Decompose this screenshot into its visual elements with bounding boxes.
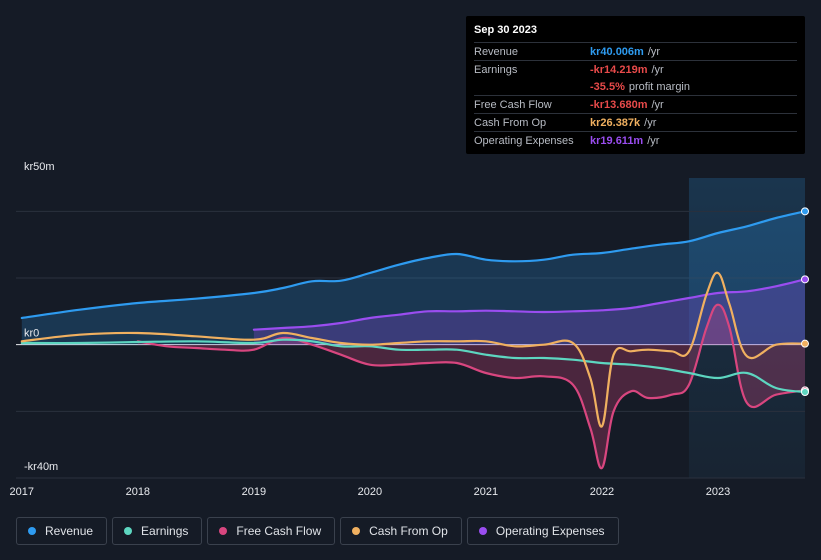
x-tick-label: 2019	[242, 486, 266, 498]
legend-dot-icon	[28, 527, 36, 535]
x-tick-label: 2017	[10, 486, 34, 498]
tooltip-row-unit: profit margin	[628, 80, 690, 93]
x-tick-label: 2022	[590, 486, 614, 498]
tooltip-row-label: Revenue	[474, 45, 519, 58]
series-areas	[21, 211, 806, 469]
series-lines	[20, 210, 807, 470]
tooltip-row-value: kr40.006m	[590, 45, 644, 58]
legend-dot-icon	[352, 527, 361, 535]
tooltip-row: Revenue kr40.006m/yr	[474, 42, 797, 60]
tooltip-row-value: -35.5%	[590, 80, 625, 93]
x-tick-label: 2020	[358, 486, 382, 498]
x-tick-label: 2021	[474, 486, 498, 498]
tooltip-row: Free Cash Flow -kr13.680m/yr	[474, 95, 797, 113]
tooltip-row-unit: /yr	[651, 98, 664, 111]
tooltip-row-unit: /yr	[644, 116, 657, 129]
x-tick-label: 2018	[126, 486, 150, 498]
tooltip-row-unit: /yr	[647, 45, 661, 58]
y-tick-label: kr50m	[24, 161, 55, 173]
legend-label: Revenue	[45, 524, 94, 538]
free-cash-flow-area	[137, 304, 806, 469]
tooltip-date: Sep 30 2023	[474, 24, 537, 36]
tooltip-row: Earnings -kr14.219m/yr	[474, 60, 797, 78]
tooltip-row-value: -kr14.219m	[590, 63, 648, 76]
legend-item-free-cash-flow[interactable]: Free Cash Flow	[207, 517, 336, 545]
revenue-area	[21, 211, 806, 345]
legend-item-earnings[interactable]: Earnings	[112, 517, 203, 545]
y-tick-label: -kr40m	[24, 461, 58, 473]
tooltip-row-label: Operating Expenses	[474, 134, 574, 147]
legend-label: Operating Expenses	[495, 524, 605, 538]
legend-label: Earnings	[141, 524, 189, 538]
tooltip-row: Cash From Op kr26.387k/yr	[474, 113, 797, 131]
tooltip-row: Operating Expenses kr19.611m/yr	[474, 131, 797, 149]
legend-dot-icon	[219, 527, 228, 535]
legend-item-cash-from-op[interactable]: Cash From Op	[340, 517, 462, 545]
y-axis: kr50m kr0 -kr40m	[24, 161, 58, 473]
tooltip-row-label: Free Cash Flow	[474, 98, 552, 111]
tooltip-row-value: kr26.387k	[590, 116, 641, 129]
cash-from-op-endpoint	[801, 339, 809, 348]
earnings-endpoint	[801, 388, 809, 396]
earnings-line	[20, 338, 807, 394]
legend-dot-icon	[124, 527, 133, 535]
x-axis: 2017 2018 2019 2020 2021 2022 2023	[10, 486, 731, 498]
operating-expenses-endpoint	[801, 275, 809, 284]
tooltip-row-label: Earnings	[474, 63, 518, 76]
cash-from-op-line	[20, 271, 807, 428]
legend-label: Cash From Op	[369, 524, 448, 538]
current-period-highlight	[688, 178, 805, 478]
operating-expenses-line	[252, 278, 807, 331]
revenue-endpoint	[801, 207, 809, 216]
series-endpoints	[801, 207, 809, 396]
revenue-line	[20, 210, 807, 320]
tooltip-rows: Revenue kr40.006m/yr Earnings -kr14.219m/yr…	[474, 42, 797, 149]
y-tick-label: kr0	[24, 328, 39, 340]
x-tick-label: 2023	[706, 486, 730, 498]
chart-legend: Revenue Earnings Free Cash Flow Cash From O…	[16, 517, 619, 547]
tooltip-row: -35.5% profit margin	[474, 78, 797, 95]
legend-dot-icon	[478, 527, 487, 535]
tooltip-row-unit: /yr	[647, 134, 660, 147]
grid-lines	[16, 210, 805, 479]
legend-item-operating-expenses[interactable]: Operating Expenses	[466, 517, 619, 545]
tooltip-row-unit: /yr	[651, 63, 664, 76]
data-tooltip: Sep 30 2023 Revenue kr40.006m/yr Earnings -…	[466, 16, 805, 154]
legend-item-revenue[interactable]: Revenue	[16, 517, 108, 545]
legend-label: Free Cash Flow	[236, 524, 322, 538]
tooltip-row-label: Cash From Op	[474, 116, 547, 129]
tooltip-row-value: -kr13.680m	[590, 98, 648, 111]
tooltip-row-value: kr19.611m	[590, 134, 644, 147]
